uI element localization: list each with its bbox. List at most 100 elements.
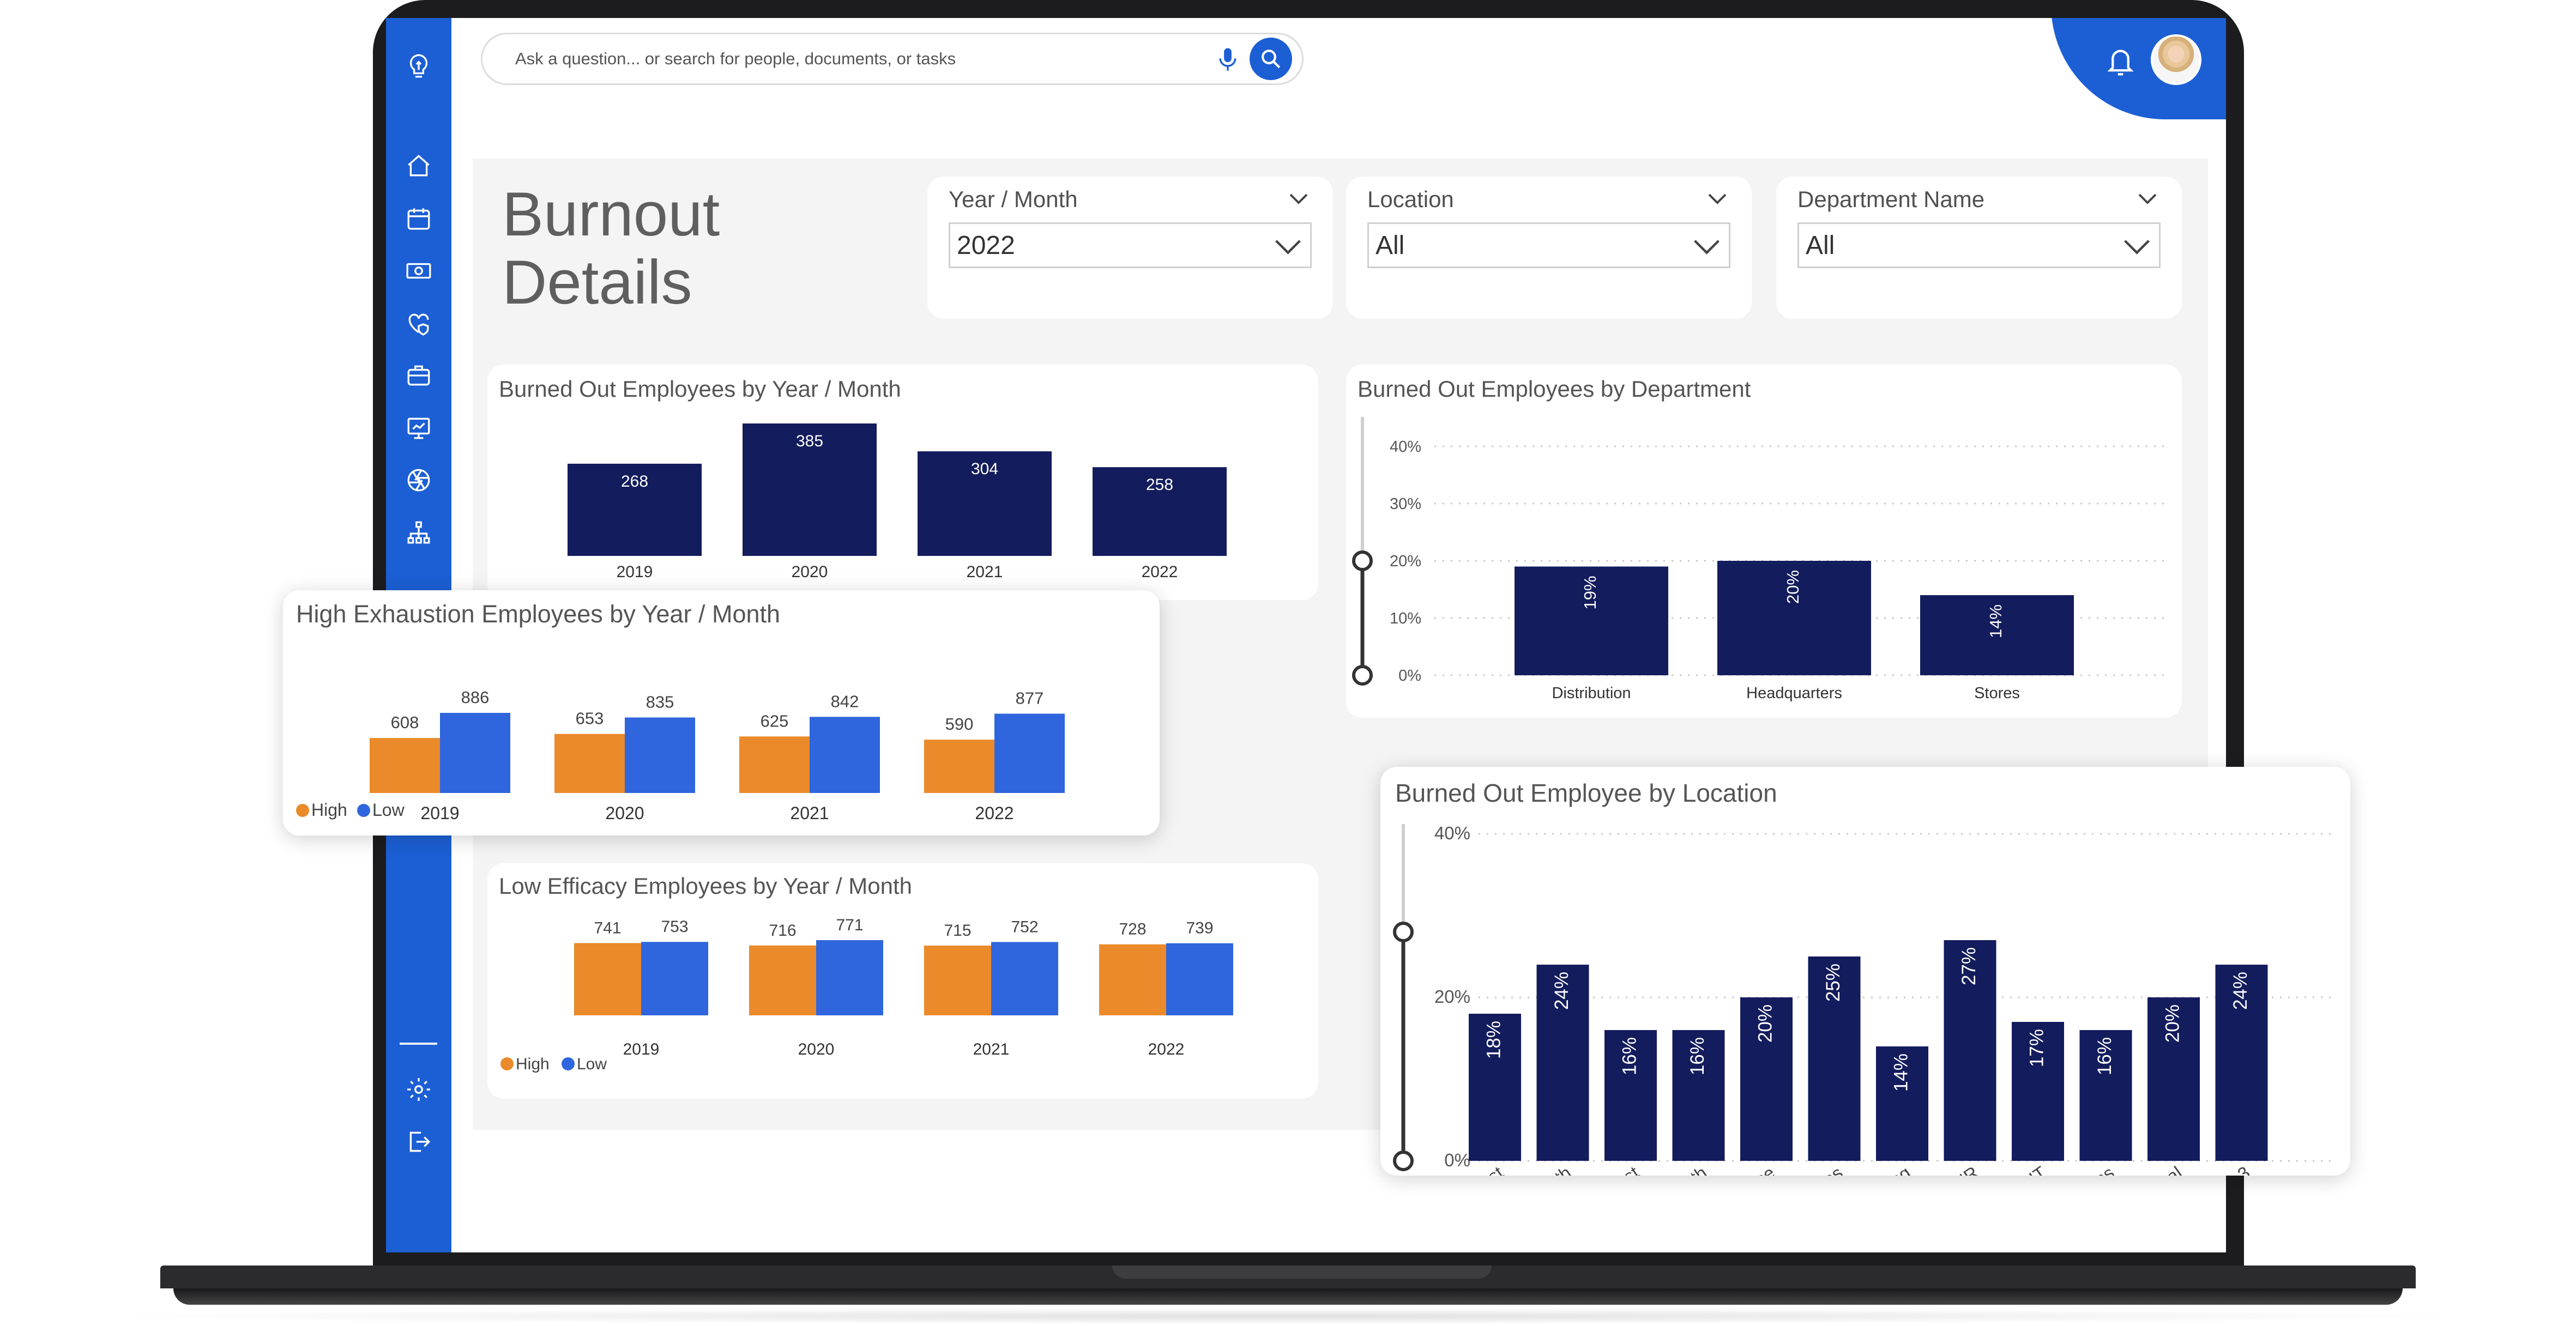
bar (2012, 1022, 2064, 1161)
range-slider-handle (1393, 922, 1414, 942)
bar (1808, 956, 1861, 1161)
org-chart-icon[interactable] (403, 517, 434, 548)
data-label: 877 (1016, 688, 1044, 707)
bar-high (924, 946, 991, 1015)
legend-swatch (500, 1057, 514, 1070)
chart-title: High Exhaustion Employees by Year / Mont… (296, 600, 781, 628)
category-label: 2020 (798, 1040, 835, 1058)
chart-card-burned-dept: Burned Out Employees by Department 0% 10%… (1346, 365, 2182, 718)
filter-location: Location All (1346, 177, 1752, 319)
category-label: 2020 (792, 563, 828, 581)
category-label: Headquarters (1746, 685, 1842, 702)
bar-high (739, 736, 810, 793)
data-label: 625 (761, 711, 789, 730)
legend-swatch (296, 804, 309, 817)
filter-year-month-value: 2022 (957, 231, 1015, 260)
filter-department-value: All (1806, 231, 1835, 260)
legend-swatch (562, 1057, 575, 1070)
category-label: HR (1949, 1162, 1982, 1176)
search-button[interactable] (1250, 38, 1292, 80)
logout-icon[interactable] (403, 1126, 434, 1157)
data-label: 20% (1754, 1004, 1776, 1043)
data-label: 268 (621, 473, 648, 491)
bar (1604, 1030, 1657, 1161)
filter-year-month-select[interactable]: 2022 (949, 222, 1312, 268)
home-icon[interactable] (403, 150, 434, 181)
category-label: 2021 (790, 803, 829, 823)
y-tick-label: 20% (1390, 553, 1421, 570)
category-label: 2022 (1142, 563, 1178, 581)
chevron-down-icon[interactable] (2138, 193, 2157, 206)
filter-department-select[interactable]: All (1797, 222, 2161, 268)
sidebar-divider (400, 1043, 437, 1045)
bar (2079, 1030, 2132, 1161)
page-title: Burnout Details (502, 180, 720, 317)
chart-card-burned-year: Burned Out Employees by Year / Month 268… (487, 365, 1318, 600)
category-label: Sales (1798, 1162, 1847, 1176)
data-label: 752 (1011, 918, 1038, 936)
category-label: 2019 (623, 1040, 660, 1058)
settings-icon[interactable] (403, 1074, 434, 1105)
calendar-icon[interactable] (403, 203, 434, 234)
chevron-down-icon (1694, 240, 1720, 255)
filter-location-select[interactable]: All (1367, 222, 1730, 268)
filter-year-month-label: Year / Month (949, 186, 1078, 212)
bar-high (749, 945, 816, 1015)
filter-department-label: Department Name (1797, 186, 1985, 212)
category-label: 2022 (1148, 1040, 1185, 1058)
chart-burned-year: 268 2019 385 2020 304 2021 258 2022 (568, 423, 1227, 581)
legend-swatch (357, 804, 370, 817)
data-label: 16% (2094, 1037, 2115, 1075)
data-label: 716 (769, 922, 796, 940)
category-label: 2019 (617, 563, 653, 581)
money-icon[interactable] (403, 255, 434, 286)
chevron-down-icon (2124, 240, 2150, 255)
chart-title: Burned Out Employee by Location (1395, 779, 1777, 807)
data-label: 835 (646, 692, 674, 711)
search-icon (1262, 50, 1281, 69)
data-label: 741 (594, 919, 621, 937)
category-label: Finance (1715, 1162, 1778, 1176)
chevron-down-icon (1275, 240, 1301, 255)
bar (1920, 595, 2074, 675)
bar-high (370, 738, 440, 793)
category-label: DC South (1499, 1162, 1574, 1176)
aperture-icon[interactable] (403, 464, 434, 495)
bar-high (1099, 944, 1166, 1015)
microphone-icon[interactable] (1216, 46, 1239, 72)
category-label: 2021 (973, 1040, 1010, 1058)
bar (1515, 566, 1668, 675)
bar-low (625, 717, 695, 793)
briefcase-icon[interactable] (403, 360, 434, 391)
chevron-down-icon[interactable] (1289, 193, 1308, 206)
monitor-chart-icon[interactable] (403, 412, 434, 443)
bar (1944, 940, 1996, 1161)
data-label: 24% (1551, 972, 1572, 1010)
notification-bell-icon[interactable] (2105, 44, 2136, 78)
category-label: IT (2025, 1162, 2050, 1176)
bar (743, 423, 877, 556)
data-label: 20% (2162, 1004, 2183, 1043)
y-tick-label: 0% (1398, 667, 1421, 685)
legend-label: High (311, 800, 347, 820)
data-label: 653 (576, 709, 604, 728)
bar (2147, 997, 2200, 1161)
laptop-shadow (98, 1308, 2478, 1324)
data-label: 25% (1823, 964, 1844, 1002)
search-input[interactable] (515, 34, 1213, 83)
data-label: 14% (1986, 604, 2005, 638)
category-label: 2019 (420, 803, 459, 823)
data-label: 728 (1119, 921, 1146, 939)
data-label: 16% (1619, 1037, 1640, 1075)
data-label: 17% (2026, 1029, 2047, 1067)
chart-card-exhaustion: High Exhaustion Employees by Year / Mont… (283, 590, 1160, 835)
heart-shield-icon[interactable] (403, 307, 434, 338)
lightbulb-logo-icon[interactable] (403, 51, 434, 82)
chevron-down-icon[interactable] (1708, 193, 1727, 206)
data-label: 27% (1958, 947, 1980, 985)
bar-low (810, 717, 880, 793)
user-avatar[interactable] (2151, 34, 2201, 85)
bar-low (816, 940, 883, 1015)
y-tick-label: 40% (1390, 438, 1421, 456)
category-label: Store 3 (2194, 1162, 2253, 1176)
